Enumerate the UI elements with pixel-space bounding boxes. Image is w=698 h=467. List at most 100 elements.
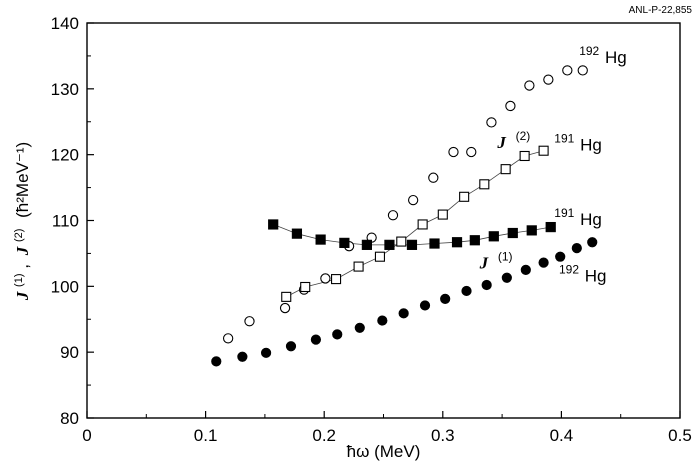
point-191hg-j-1: [315, 234, 326, 245]
label-191hg-j1-mass: 191: [554, 206, 574, 220]
y-axis-label-unit: (ħ²MeV⁻¹): [13, 142, 32, 218]
x-axis-ticks: 0 0.1 0.2 0.3 0.4 0.5: [82, 411, 692, 445]
point-192hg-j-2: [466, 146, 477, 158]
point-192hg-j-2: [543, 74, 554, 85]
label-191hg-j2-element: Hg: [580, 136, 602, 155]
x-tick-label: 0.1: [194, 426, 218, 445]
y-axis-label: J (1) , J (2) (ħ²MeV⁻¹): [7, 142, 32, 301]
point-192hg-j-1: [419, 300, 431, 311]
x-axis-label: ħω (MeV): [347, 442, 421, 461]
point-192hg-j-2: [244, 316, 255, 327]
label-191hg-j2: 191 Hg: [554, 128, 602, 155]
point-191hg-j-1: [429, 238, 440, 249]
point-191hg-j-2: [331, 274, 342, 285]
point-192hg-j-2: [562, 65, 573, 76]
point-192hg-j-1: [440, 293, 451, 304]
label-192hg-j1-element: Hg: [585, 267, 607, 286]
point-192hg-j-2: [448, 146, 459, 158]
point-191hg-j-2: [300, 281, 311, 293]
label-j2-symbol: J: [496, 133, 506, 152]
point-192hg-j-1: [332, 329, 343, 340]
point-191hg-j-2: [396, 236, 407, 247]
point-192hg-j-2: [407, 194, 419, 206]
point-192hg-j-2: [524, 80, 535, 91]
point-191hg-j-1: [469, 235, 480, 246]
point-192hg-j-2: [486, 117, 497, 128]
y-tick-label: 90: [60, 343, 79, 362]
series-markers: [211, 65, 598, 367]
point-192hg-j-1: [237, 351, 248, 362]
point-192hg-j-1: [555, 251, 566, 262]
y-tick-label: 130: [51, 80, 79, 99]
label-j1-symbol: J: [479, 254, 489, 273]
y-axis-label-j2-superscript: (2): [13, 229, 25, 242]
point-192hg-j-2: [505, 100, 516, 112]
point-191hg-j-2: [500, 164, 511, 175]
y-tick-label: 80: [60, 409, 79, 428]
point-192hg-j-2: [577, 65, 588, 76]
chart-annotations: 192 Hg J (2) 191 Hg 191 Hg J (1) 192 Hg: [479, 44, 627, 286]
point-191hg-j-1: [361, 239, 372, 250]
point-192hg-j-1: [310, 334, 321, 345]
label-j1-superscript: (1): [498, 250, 513, 264]
point-191hg-j-1: [488, 231, 499, 242]
point-192hg-j-1: [520, 264, 531, 275]
x-tick-label: 0.4: [550, 426, 574, 445]
point-192hg-j-2: [320, 273, 331, 284]
point-191hg-j-2: [437, 209, 448, 220]
point-191hg-j-1: [545, 221, 556, 233]
label-j2-superscript: (2): [516, 129, 531, 143]
y-axis-label-j1: J: [13, 291, 32, 301]
y-tick-label: 140: [51, 14, 79, 33]
point-191hg-j-2: [353, 261, 364, 272]
point-191hg-j-1: [291, 228, 303, 239]
label-j2: J (2): [496, 129, 530, 152]
point-192hg-j-1: [285, 341, 297, 352]
x-tick-label: 0.5: [668, 426, 692, 445]
point-191hg-j-1: [507, 227, 518, 239]
point-192hg-j-2: [222, 333, 234, 344]
point-191hg-j-1: [384, 239, 395, 250]
point-192hg-j-1: [211, 356, 222, 367]
y-axis-label-j1-superscript: (1): [13, 273, 25, 286]
label-192hg-j2-element: Hg: [605, 48, 627, 67]
point-191hg-j-2: [281, 291, 292, 302]
point-192hg-j-2: [387, 210, 399, 221]
point-191hg-j-2: [479, 179, 490, 190]
point-192hg-j-2: [428, 172, 439, 183]
point-191hg-j-1: [526, 225, 537, 236]
point-192hg-j-1: [571, 243, 582, 254]
label-191hg-j1-element: Hg: [580, 210, 602, 229]
point-192hg-j-1: [461, 285, 472, 297]
point-192hg-j-1: [481, 279, 492, 291]
label-192hg-j1-mass: 192: [559, 263, 579, 277]
point-192hg-j-1: [538, 257, 549, 268]
point-191hg-j-1: [268, 219, 279, 230]
y-tick-label: 120: [51, 146, 79, 165]
point-192hg-j-1: [398, 308, 409, 319]
y-tick-label: 100: [51, 277, 79, 296]
label-j1: J (1): [479, 250, 513, 273]
label-192hg-j2-mass: 192: [579, 44, 599, 58]
point-191hg-j-2: [374, 251, 385, 262]
point-191hg-j-1: [406, 239, 418, 250]
point-191hg-j-2: [459, 191, 470, 202]
label-191hg-j1: 191 Hg: [554, 202, 602, 229]
y-axis-ticks: 80 90 100 110 120 130 140: [51, 14, 94, 428]
point-192hg-j-2: [279, 302, 291, 314]
label-191hg-j2-mass: 191: [554, 132, 574, 146]
point-192hg-j-1: [354, 322, 365, 333]
y-axis-label-j2: J: [13, 246, 32, 256]
point-192hg-j-1: [501, 272, 512, 283]
label-192hg-j1: 192 Hg: [559, 259, 607, 286]
point-191hg-j-2: [538, 145, 549, 156]
y-axis-label-comma: ,: [13, 264, 32, 269]
point-192hg-j-1: [377, 315, 388, 326]
point-192hg-j-1: [260, 347, 272, 358]
y-tick-label: 110: [52, 212, 79, 231]
report-id-label: ANL-P-22,855: [629, 5, 693, 16]
point-191hg-j-1: [339, 237, 350, 248]
point-191hg-j-1: [451, 237, 463, 248]
